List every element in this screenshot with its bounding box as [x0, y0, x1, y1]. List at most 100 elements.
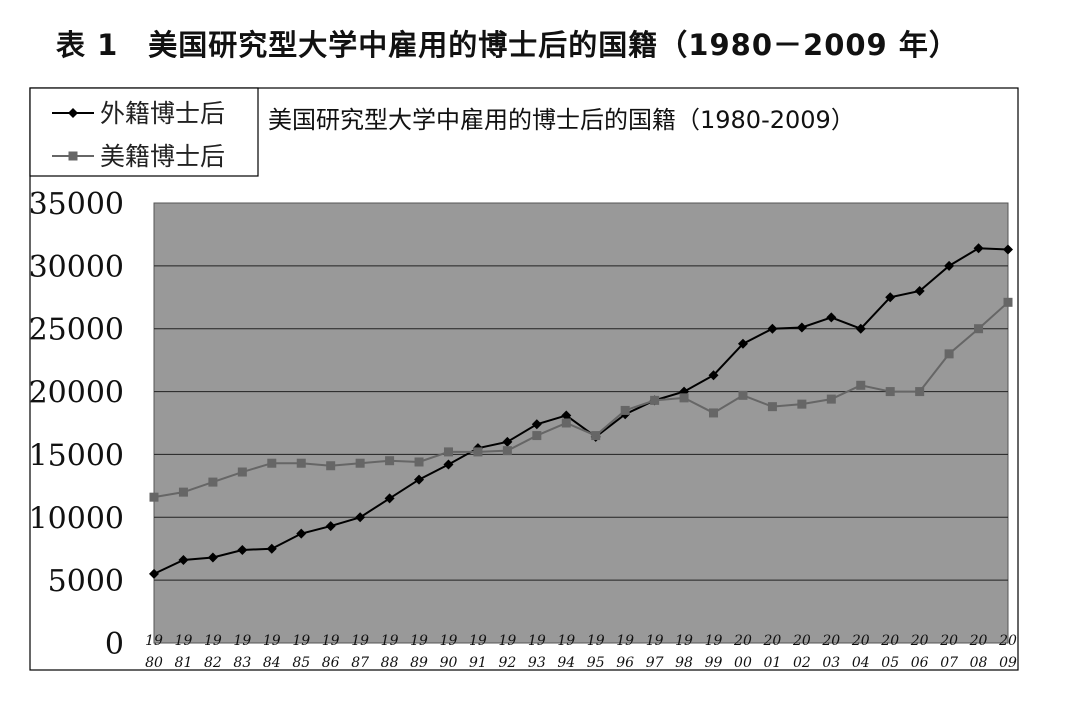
x-tick-label: 08 [970, 655, 988, 671]
data-point [355, 458, 365, 468]
x-tick-label: 06 [911, 655, 929, 671]
x-tick-label: 20 [939, 633, 958, 649]
data-point [561, 410, 572, 421]
y-tick-label: 15000 [29, 438, 124, 473]
x-tick-label: 19 [587, 633, 605, 649]
data-point [326, 461, 336, 471]
chart-title: 美国研究型大学中雇用的博士后的国籍（1980-2009） [268, 106, 855, 134]
x-tick-label: 19 [204, 633, 222, 649]
x-tick-label: 01 [763, 655, 781, 671]
data-point [1003, 297, 1013, 307]
data-point [915, 387, 925, 397]
x-tick-label: 19 [381, 633, 399, 649]
x-tick-label: 09 [999, 655, 1017, 671]
data-point [679, 393, 689, 403]
plot-area [153, 202, 1009, 644]
y-tick-label: 0 [105, 627, 124, 662]
legend [29, 87, 259, 177]
data-point [385, 456, 395, 466]
data-point [414, 457, 424, 467]
data-point [178, 555, 189, 566]
x-tick-label: 19 [410, 633, 428, 649]
x-tick-label: 19 [616, 633, 634, 649]
x-tick-label: 19 [440, 633, 458, 649]
x-tick-label: 82 [204, 655, 222, 671]
data-point [178, 487, 188, 497]
data-point [207, 552, 218, 563]
x-tick-label: 19 [351, 633, 369, 649]
x-tick-label: 20 [733, 633, 752, 649]
data-point [914, 286, 925, 296]
x-tick-label: 93 [528, 655, 546, 671]
x-tick-label: 19 [145, 633, 163, 649]
x-tick-label: 94 [557, 655, 575, 671]
x-tick-label: 86 [322, 655, 340, 671]
data-point [767, 402, 777, 412]
x-tick-label: 00 [734, 655, 752, 671]
y-tick-label: 20000 [29, 376, 124, 411]
data-point [709, 408, 719, 418]
x-tick-label: 19 [322, 633, 340, 649]
x-tick-label: 07 [940, 655, 958, 671]
series-line-1 [153, 247, 1009, 575]
data-point [856, 380, 866, 390]
y-tick-label: 10000 [29, 501, 124, 536]
x-tick-label: 05 [881, 655, 899, 671]
table-label: 表 1 [56, 28, 119, 62]
x-tick-label: 83 [233, 655, 251, 671]
data-point [532, 431, 542, 441]
x-tick-label: 19 [469, 633, 487, 649]
x-tick-label: 19 [263, 633, 281, 649]
x-tick-label: 20 [851, 633, 870, 649]
data-point [296, 458, 306, 468]
x-tick-label: 02 [793, 655, 811, 671]
data-point [797, 399, 807, 409]
y-tick-label: 35000 [29, 187, 124, 222]
data-point [885, 292, 896, 303]
x-tick-label: 19 [675, 633, 693, 649]
y-tick-label: 30000 [29, 250, 124, 285]
data-point [973, 243, 984, 254]
x-tick-label: 98 [675, 655, 693, 671]
data-point [208, 477, 218, 487]
x-tick-label: 19 [705, 633, 723, 649]
data-point [796, 322, 807, 333]
data-point [237, 544, 248, 555]
data-point [266, 543, 277, 554]
data-point [296, 528, 307, 539]
x-tick-label: 91 [469, 655, 487, 671]
x-tick-label: 80 [145, 655, 163, 671]
series-line-2 [153, 301, 1009, 499]
data-point [767, 323, 778, 334]
x-tick-label: 03 [822, 655, 840, 671]
x-tick-label: 81 [175, 655, 193, 671]
x-tick-label: 96 [616, 655, 634, 671]
x-tick-label: 19 [498, 633, 516, 649]
data-point [737, 338, 748, 349]
x-tick-label: 20 [821, 633, 840, 649]
data-point [149, 568, 159, 579]
data-point [708, 370, 719, 381]
x-tick-label: 20 [792, 633, 811, 649]
x-tick-label: 19 [646, 633, 664, 649]
x-tick-label: 04 [852, 655, 870, 671]
x-tick-label: 20 [998, 633, 1017, 649]
data-point [502, 446, 512, 456]
legend-label: 外籍博士后 [100, 99, 225, 128]
legend-label: 美籍博士后 [100, 142, 225, 171]
data-point [561, 418, 571, 428]
x-tick-label: 87 [351, 655, 369, 671]
x-tick-label: 19 [557, 633, 575, 649]
data-point [267, 458, 277, 468]
data-point [591, 431, 601, 441]
data-point [620, 405, 630, 415]
data-point [974, 324, 984, 334]
data-point [855, 323, 866, 334]
x-tick-label: 99 [705, 655, 723, 671]
data-point [531, 419, 542, 430]
x-tick-label: 84 [263, 655, 281, 671]
data-point [443, 459, 454, 470]
x-tick-label: 20 [969, 633, 988, 649]
data-point [650, 395, 660, 405]
data-point [149, 492, 159, 502]
